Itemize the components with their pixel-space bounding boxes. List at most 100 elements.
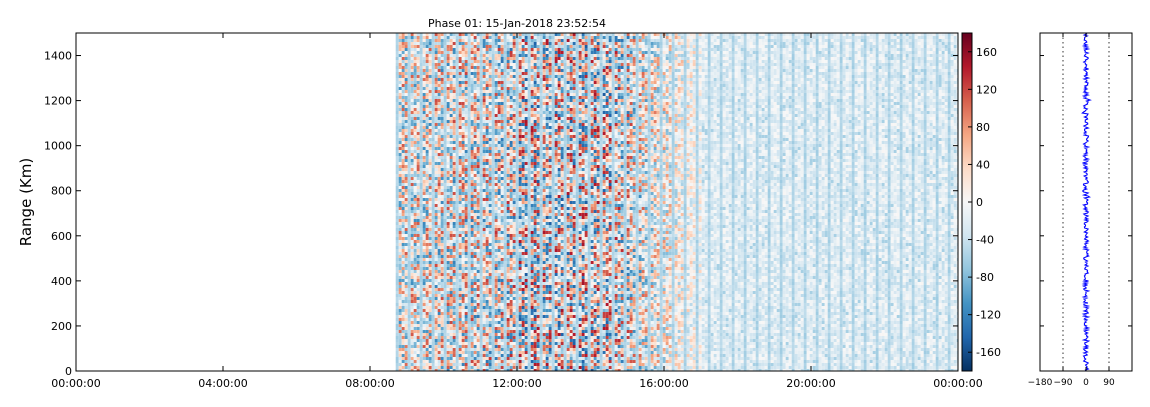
heatmap-cell [497,75,501,78]
heatmap-cell [425,108,429,111]
heatmap-cell [485,228,489,231]
heatmap-cell [446,114,450,117]
heatmap-cell [416,213,420,216]
heatmap-cell [515,339,519,342]
heatmap-cell [404,237,408,240]
heatmap-cell [509,126,513,129]
heatmap-cell [446,354,450,357]
heatmap-cell [446,153,450,156]
heatmap-cell [401,285,405,288]
heatmap-cell [446,162,450,165]
heatmap-cell [458,123,462,126]
heatmap-cell [452,348,456,351]
heatmap-cell [413,39,417,42]
heatmap-cell [515,312,519,315]
heatmap-cell [425,354,429,357]
heatmap-cell [461,48,465,51]
heatmap-cell [482,138,486,141]
heatmap-cell [428,228,432,231]
heatmap-cell [434,348,438,351]
heatmap-cell [512,261,516,264]
heatmap-cell [506,51,510,54]
heatmap-cell [446,183,450,186]
heatmap-cell [476,288,480,291]
heatmap-cell [500,357,504,360]
heatmap-cell [512,198,516,201]
heatmap-cell [479,321,483,324]
heatmap-cell [413,144,417,147]
heatmap-cell [443,291,447,294]
heatmap-cell [446,321,450,324]
heatmap-cell [440,255,444,258]
heatmap-cell [443,237,447,240]
heatmap-cell [512,93,516,96]
heatmap-cell [515,255,519,258]
heatmap-cell [440,246,444,249]
heatmap-cell [488,225,492,228]
heatmap-cell [416,192,420,195]
heatmap-cell [470,261,474,264]
heatmap-cell [416,354,420,357]
heatmap-cell [500,210,504,213]
heatmap-cell [521,216,525,219]
heatmap-cell [407,351,411,354]
heatmap-cell [407,255,411,258]
heatmap-cell [470,60,474,63]
heatmap-cell [464,360,468,363]
heatmap-cell [473,189,477,192]
heatmap-cell [467,279,471,282]
heatmap-cell [404,54,408,57]
heatmap-cell [425,198,429,201]
heatmap-cell [515,246,519,249]
heatmap-cell [434,66,438,69]
heatmap-cell [440,252,444,255]
heatmap-cell [488,159,492,162]
heatmap-cell [467,258,471,261]
heatmap-cell [473,276,477,279]
heatmap-cell [443,57,447,60]
heatmap-cell [395,363,399,366]
heatmap-cell [416,159,420,162]
heatmap-cell [464,108,468,111]
heatmap-cell [479,258,483,261]
heatmap-cell [467,165,471,168]
heatmap-cell [419,219,423,222]
heatmap-cell [395,366,399,369]
heatmap-cell [398,219,402,222]
heatmap-cell [461,246,465,249]
heatmap-cell [413,105,417,108]
heatmap-cell [419,270,423,273]
heatmap-cell [515,264,519,267]
heatmap-cell [455,363,459,366]
heatmap-cell [464,102,468,105]
heatmap-cell [524,318,528,321]
heatmap-cell [419,285,423,288]
heatmap-cell [488,267,492,270]
heatmap-cell [503,57,507,60]
heatmap-cell [407,327,411,330]
heatmap-cell [467,240,471,243]
heatmap-cell [482,150,486,153]
heatmap-cell [482,135,486,138]
heatmap-cell [503,168,507,171]
heatmap-cell [413,216,417,219]
heatmap-cell [440,213,444,216]
heatmap-cell [512,126,516,129]
heatmap-cell [467,90,471,93]
heatmap-cell [479,309,483,312]
heatmap-cell [494,261,498,264]
heatmap-cell [485,111,489,114]
heatmap-cell [422,93,426,96]
heatmap-cell [455,261,459,264]
heatmap-cell [425,126,429,129]
heatmap-cell [476,312,480,315]
heatmap-cell [419,87,423,90]
heatmap-cell [470,345,474,348]
heatmap-cell [443,102,447,105]
heatmap-cell [476,297,480,300]
heatmap-cell [479,261,483,264]
heatmap-cell [404,135,408,138]
heatmap-cell [497,183,501,186]
heatmap-cell [482,345,486,348]
heatmap-cell [503,126,507,129]
